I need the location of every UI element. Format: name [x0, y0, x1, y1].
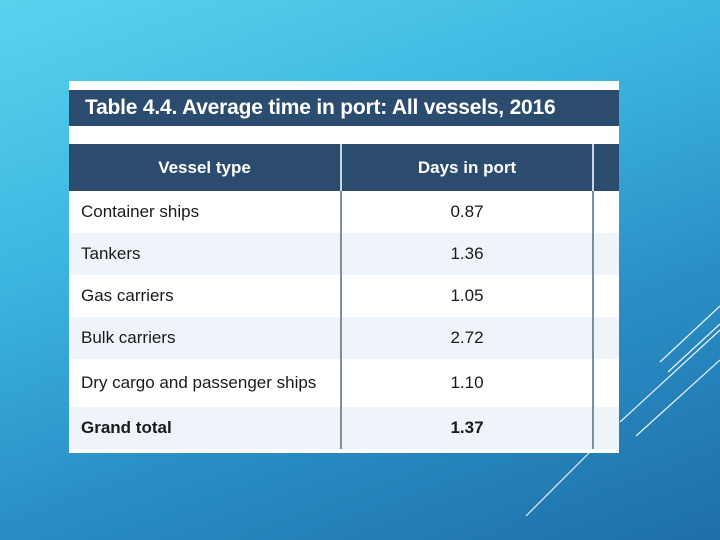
- days-in-port-cell: 1.05: [341, 275, 594, 317]
- column-header-cut-off: [593, 144, 619, 191]
- table-image: Table 4.4. Average time in port: All ves…: [69, 81, 619, 453]
- vessel-type-cell: Gas carriers: [69, 275, 342, 317]
- table-row: Gas carriers 1.05: [69, 275, 619, 317]
- table-title: Table 4.4. Average time in port: All ves…: [69, 90, 619, 126]
- days-in-port-cell: 1.10: [341, 359, 594, 407]
- vessel-type-cell: Tankers: [69, 233, 342, 275]
- table-row: Tankers 1.36: [69, 233, 619, 275]
- vessel-type-cell: Dry cargo and passenger ships: [69, 359, 342, 407]
- empty-cell: [593, 407, 619, 449]
- empty-cell: [593, 359, 619, 407]
- column-header-days-in-port: Days in port: [341, 144, 594, 191]
- days-in-port-cell: 2.72: [341, 317, 594, 359]
- table-header-row: Vessel type Days in port: [69, 144, 619, 191]
- grand-total-value: 1.37: [341, 407, 594, 449]
- empty-cell: [593, 317, 619, 359]
- table-row: Dry cargo and passenger ships 1.10: [69, 359, 619, 407]
- table-row: Bulk carriers 2.72: [69, 317, 619, 359]
- table-total-row: Grand total 1.37: [69, 407, 619, 449]
- empty-cell: [593, 191, 619, 233]
- empty-cell: [593, 275, 619, 317]
- days-in-port-cell: 1.36: [341, 233, 594, 275]
- column-header-vessel-type: Vessel type: [69, 144, 342, 191]
- average-time-in-port-table: Vessel type Days in port Container ships…: [69, 144, 619, 449]
- days-in-port-cell: 0.87: [341, 191, 594, 233]
- table-row: Container ships 0.87: [69, 191, 619, 233]
- vessel-type-cell: Bulk carriers: [69, 317, 342, 359]
- empty-cell: [593, 233, 619, 275]
- grand-total-label: Grand total: [69, 407, 342, 449]
- vessel-type-cell: Container ships: [69, 191, 342, 233]
